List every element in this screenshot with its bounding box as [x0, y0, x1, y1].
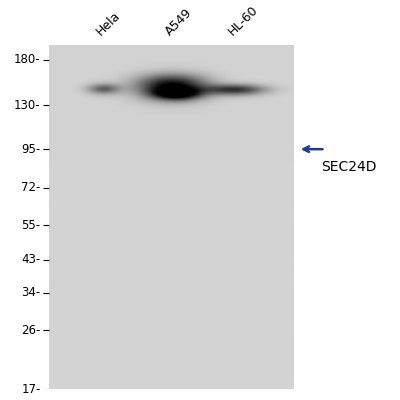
Text: 17-: 17- — [21, 383, 40, 396]
Text: A549: A549 — [162, 6, 194, 38]
Text: 95-: 95- — [21, 143, 40, 156]
Text: 180-: 180- — [14, 54, 40, 66]
Text: 72-: 72- — [21, 181, 40, 194]
Text: 55-: 55- — [22, 219, 40, 232]
Text: 43-: 43- — [21, 253, 40, 266]
Text: 26-: 26- — [21, 324, 40, 336]
Bar — [49, 45, 294, 389]
Text: SEC24D: SEC24D — [322, 160, 377, 174]
Text: 130-: 130- — [14, 99, 40, 112]
Text: Hela: Hela — [94, 9, 123, 38]
Text: 34-: 34- — [21, 286, 40, 299]
Text: HL-60: HL-60 — [226, 4, 261, 38]
